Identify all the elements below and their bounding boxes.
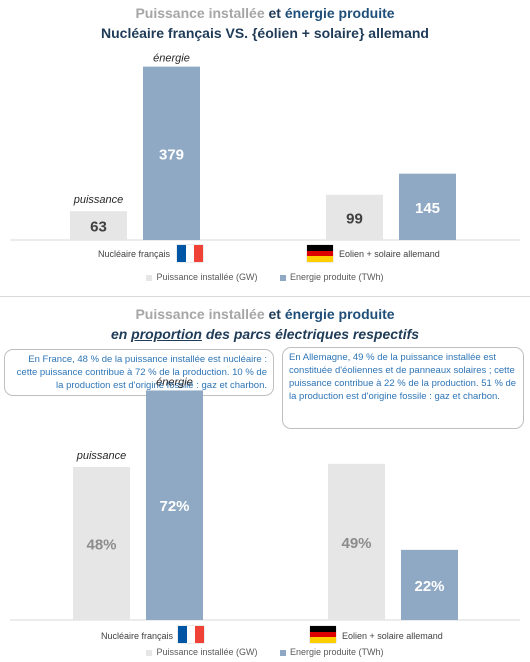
flag-stripe (185, 245, 195, 262)
flag-stripe (194, 245, 204, 262)
flag-stripe (307, 245, 333, 251)
flag-stripe (307, 250, 333, 257)
annotation-installed: puissance (73, 194, 124, 206)
bottom-chart-title: Puissance installée et énergie produite (0, 306, 530, 322)
bottom-subtitle-proportion: proportion (131, 326, 202, 342)
germany-flag-icon (307, 245, 333, 263)
legend-item-energy: Energie produite (TWh) (280, 272, 384, 282)
bottom-chart-subtitle: en proportion des parcs électriques resp… (0, 326, 530, 342)
top-legend: Puissance installée (GW) Energie produit… (0, 272, 530, 282)
bottom-title-installed: Puissance installée (135, 306, 265, 322)
flag-stripe (178, 626, 187, 643)
flag-stripe (307, 256, 333, 263)
france-flag-icon (178, 626, 205, 643)
bar-installed-0 (73, 466, 130, 620)
top-chart-panel: Puissance installée et énergie produite … (0, 0, 530, 294)
bottom-subtitle-part1: en (110, 326, 132, 342)
data-label-installed-1: 49% (341, 535, 371, 552)
bottom-chart-panel: Puissance installée et énergie produite … (0, 296, 530, 662)
flag-stripe (186, 626, 196, 643)
data-label-energy-0: 72% (159, 498, 189, 515)
annotation-installed: puissance (76, 450, 127, 462)
bottom-category-label-fr: Nucléaire français (101, 631, 174, 641)
bottom-bar-chart: 48% 72% 49% 22% puissance énergie (10, 376, 520, 621)
bottom-title-and: et (264, 306, 285, 322)
bar-energy-0 (146, 390, 203, 620)
flag-stripe (310, 637, 336, 644)
data-label-energy-1: 145 (415, 200, 440, 217)
data-label-installed-1: 99 (346, 210, 363, 227)
bottom-category-label-de: Eolien + solaire allemand (342, 631, 443, 641)
top-bar-chart: 63 379 99 145 puissance énergie (10, 53, 520, 241)
flag-stripe (310, 626, 336, 632)
data-label-installed-0: 63 (90, 219, 107, 236)
legend-label-installed: Puissance installée (GW) (156, 647, 258, 657)
data-label-energy-1: 22% (414, 578, 444, 595)
legend-swatch-installed (146, 649, 153, 656)
annotation-energy: énergie (153, 53, 190, 65)
top-title-installed: Puissance installée (135, 5, 265, 21)
legend-swatch-installed (146, 274, 153, 281)
germany-note-callout: En Allemagne, 49 % de la puissance insta… (282, 347, 524, 429)
bar-installed-1 (328, 463, 385, 620)
top-chart-title: Puissance installée et énergie produite (0, 5, 530, 21)
france-flag-icon (177, 245, 204, 262)
france-note-callout: En France, 48 % de la puissance installé… (4, 349, 274, 396)
top-chart-subtitle: Nucléaire français VS. {éolien + solaire… (101, 25, 429, 41)
legend-label-installed: Puissance installée (GW) (156, 272, 258, 282)
bar-energy-1 (399, 173, 456, 240)
germany-flag-icon (310, 626, 336, 644)
legend-item-installed: Puissance installée (GW) (146, 647, 257, 657)
flag-stripe (177, 245, 186, 262)
data-label-installed-0: 48% (86, 536, 116, 553)
legend-label-energy: Energie produite (TWh) (290, 272, 384, 282)
bottom-legend: Puissance installée (GW) Energie produit… (0, 647, 530, 657)
legend-item-installed: Puissance installée (GW) (146, 272, 257, 282)
bar-energy-1 (401, 549, 458, 620)
top-title-energy: énergie produite (284, 5, 395, 21)
bar-installed-0 (70, 211, 127, 240)
bar-energy-0 (143, 66, 200, 240)
top-category-label-de: Eolien + solaire allemand (339, 249, 440, 259)
legend-swatch-energy (280, 274, 286, 281)
flag-stripe (310, 631, 336, 638)
legend-item-energy: Energie produite (TWh) (280, 647, 384, 657)
top-title-and: et (264, 5, 285, 21)
bottom-title-energy: énergie produite (284, 306, 395, 322)
legend-label-energy: Energie produite (TWh) (290, 647, 384, 657)
legend-swatch-energy (280, 649, 286, 656)
annotation-energy: énergie (156, 376, 193, 388)
data-label-energy-0: 379 (159, 146, 184, 163)
flag-stripe (195, 626, 205, 643)
top-category-label-fr: Nucléaire français (98, 249, 171, 259)
bottom-subtitle-part3: des parcs électriques respectifs (201, 326, 420, 342)
bar-installed-1 (326, 194, 383, 240)
